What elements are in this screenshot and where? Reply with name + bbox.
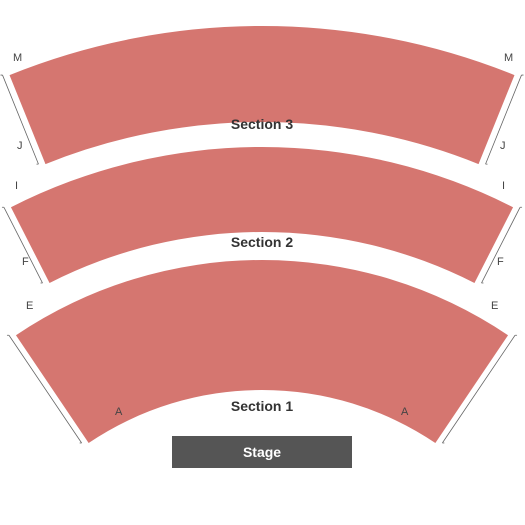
section-arc-1[interactable] [16,260,508,443]
section-label: Section 1 [231,398,293,414]
section-label: Section 3 [231,116,293,132]
row-label: A [115,406,122,418]
stage-label: Stage [243,444,281,460]
row-label: I [15,180,18,192]
row-label: J [500,140,506,152]
row-label: F [497,256,504,268]
row-label: F [22,256,29,268]
row-label: E [26,300,33,312]
section-label: Section 2 [231,234,293,250]
row-label: I [502,180,505,192]
row-label: M [13,52,22,64]
stage-box: Stage [172,436,352,468]
row-label: A [401,406,408,418]
row-label: M [504,52,513,64]
row-label: J [17,140,23,152]
section-arc-3[interactable] [10,26,515,164]
row-label: E [491,300,498,312]
